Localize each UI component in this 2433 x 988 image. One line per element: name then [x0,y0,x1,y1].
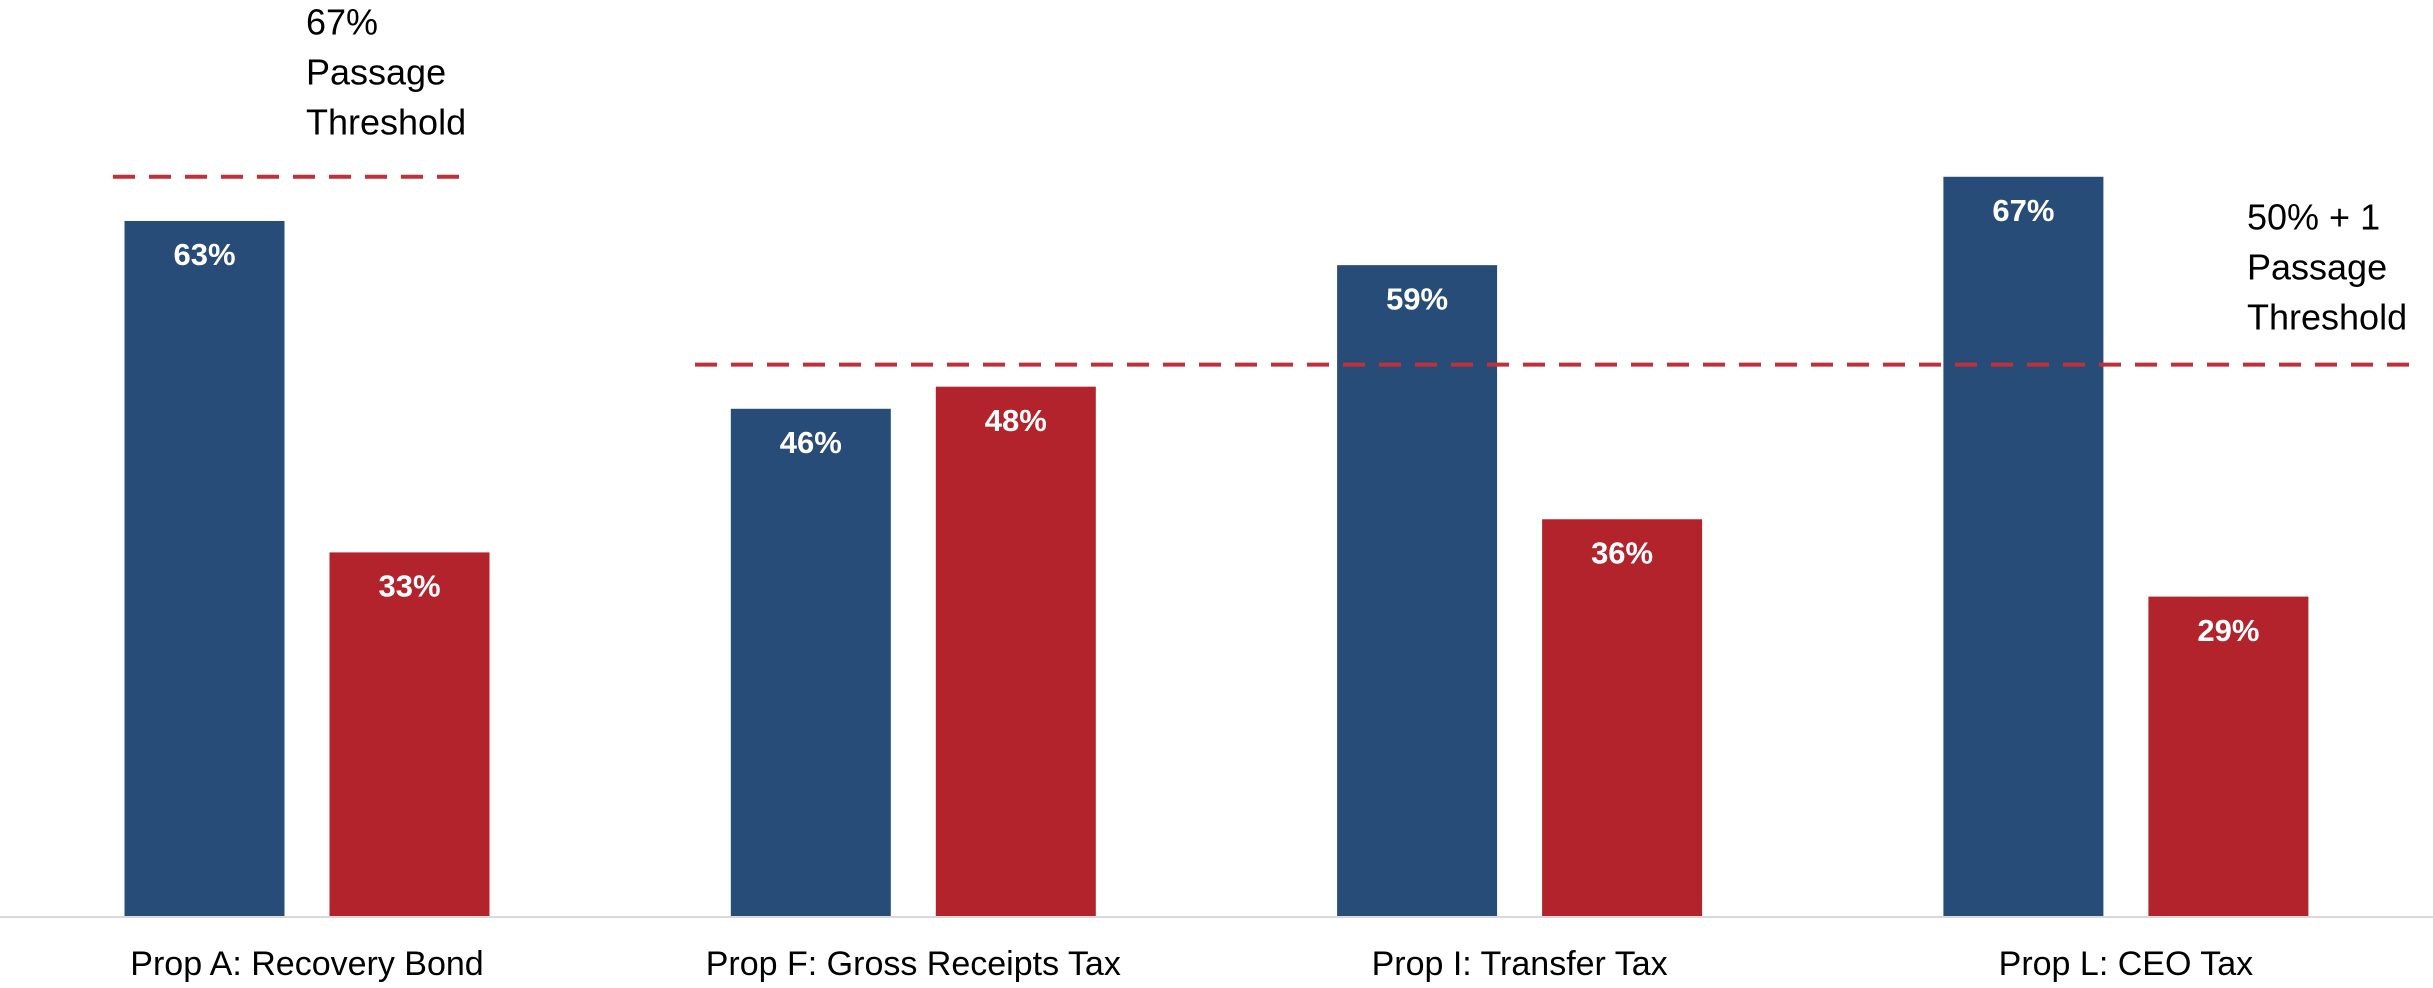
threshold-label: 50% + 1 [2247,197,2380,238]
value-label: 59% [1386,281,1448,316]
x-tick-label: Prop A: Recovery Bond [130,945,483,983]
threshold-label: Passage [306,52,446,93]
threshold-label: 67% [306,2,378,43]
bar [1337,265,1498,917]
value-label: 46% [780,425,842,460]
value-label: 29% [2197,613,2259,648]
x-tick-label: Prop L: CEO Tax [1999,945,2254,983]
value-label: 36% [1591,535,1653,570]
value-label: 33% [378,569,440,604]
value-label: 48% [985,403,1047,438]
x-tick-label: Prop F: Gross Receipts Tax [706,945,1121,983]
x-tick-label: Prop I: Transfer Tax [1372,945,1668,983]
value-label: 67% [1992,193,2054,228]
bar [1542,519,1703,917]
bar [124,220,285,917]
bar [935,386,1096,917]
value-label: 63% [173,237,235,272]
threshold-label: Threshold [2247,297,2407,338]
bar [329,552,490,917]
bar [1943,176,2104,917]
threshold-label: Passage [2247,247,2387,288]
bar [730,408,891,917]
bar [2148,596,2309,917]
threshold-label: Threshold [306,102,466,143]
